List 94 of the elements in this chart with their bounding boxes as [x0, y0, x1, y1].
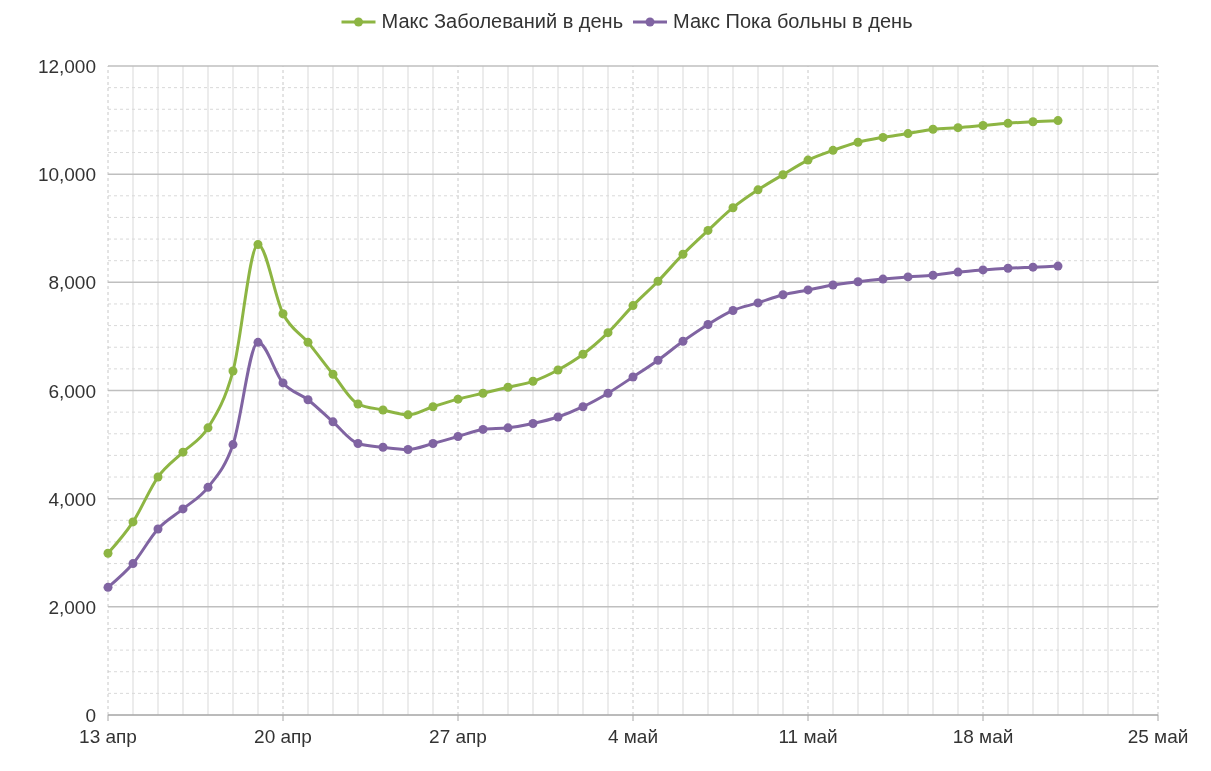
point — [353, 399, 363, 409]
point — [828, 280, 838, 290]
point — [578, 402, 588, 412]
point — [803, 155, 813, 165]
point — [653, 276, 663, 286]
point — [603, 388, 613, 398]
y-tick-label: 2,000 — [48, 596, 96, 618]
point — [728, 203, 738, 213]
point — [328, 369, 338, 379]
point — [328, 417, 338, 427]
point — [403, 410, 413, 420]
point — [628, 301, 638, 311]
point — [903, 129, 913, 139]
point — [228, 366, 238, 376]
point — [853, 277, 863, 287]
point — [378, 405, 388, 415]
point — [253, 239, 263, 249]
point — [653, 355, 663, 365]
point — [928, 124, 938, 134]
x-tick-label: 18 май — [952, 726, 1014, 747]
point — [503, 382, 513, 392]
point — [453, 431, 463, 441]
y-tick-label: 4,000 — [48, 488, 96, 510]
point — [528, 418, 538, 428]
legend-label: Макс Пока больны в день — [673, 10, 913, 32]
point — [553, 412, 563, 422]
point — [103, 548, 113, 558]
point — [103, 582, 113, 592]
point — [803, 285, 813, 295]
y-tick-label: 6,000 — [48, 380, 96, 402]
point — [828, 145, 838, 155]
point — [753, 185, 763, 195]
point — [953, 267, 963, 277]
x-tick-label: 13 апр — [79, 726, 137, 747]
point — [878, 274, 888, 284]
point — [778, 290, 788, 300]
point — [453, 394, 463, 404]
point — [528, 376, 538, 386]
point — [728, 305, 738, 315]
point — [928, 270, 938, 280]
point — [428, 439, 438, 448]
point — [1053, 116, 1063, 126]
point — [428, 402, 438, 412]
point — [1028, 117, 1038, 127]
point — [703, 320, 713, 330]
legend-label: Макс Заболеваний в день — [381, 10, 624, 32]
point — [478, 424, 488, 434]
y-tick-label: 0 — [85, 705, 96, 726]
point — [603, 328, 613, 338]
point — [403, 444, 413, 454]
point — [1003, 263, 1013, 273]
point — [353, 439, 363, 448]
point — [303, 337, 313, 347]
point — [1053, 261, 1063, 271]
x-tick-label: 11 май — [778, 726, 838, 747]
x-tick-label: 25 май — [1127, 726, 1189, 747]
point — [703, 225, 713, 235]
x-tick-label: 20 апр — [254, 726, 312, 747]
point — [153, 524, 163, 534]
point — [503, 423, 513, 433]
y-tick-label: 8,000 — [48, 272, 96, 294]
point — [953, 123, 963, 133]
point — [978, 120, 988, 130]
point — [128, 559, 138, 569]
point — [178, 447, 188, 457]
point — [378, 442, 388, 452]
x-tick-label: 27 апр — [429, 726, 487, 747]
point — [753, 298, 763, 308]
point — [278, 378, 288, 388]
point — [903, 272, 913, 282]
point — [978, 265, 988, 275]
y-tick-label: 12,000 — [37, 56, 96, 77]
point — [278, 309, 288, 319]
point — [878, 132, 888, 142]
point — [1003, 118, 1013, 128]
point — [1028, 262, 1038, 272]
point — [678, 336, 688, 346]
point — [628, 372, 638, 382]
point — [853, 137, 863, 147]
point — [228, 440, 238, 450]
point — [578, 349, 588, 359]
point — [303, 395, 313, 405]
point — [778, 170, 788, 180]
y-tick-label: 10,000 — [37, 164, 96, 186]
point — [178, 504, 188, 514]
point — [203, 482, 213, 492]
point — [678, 249, 688, 259]
x-tick-label: 4 май — [607, 726, 659, 747]
point — [128, 517, 138, 527]
point — [253, 337, 263, 347]
point — [553, 365, 563, 375]
point — [203, 423, 213, 433]
point — [153, 472, 163, 482]
point — [478, 388, 488, 398]
